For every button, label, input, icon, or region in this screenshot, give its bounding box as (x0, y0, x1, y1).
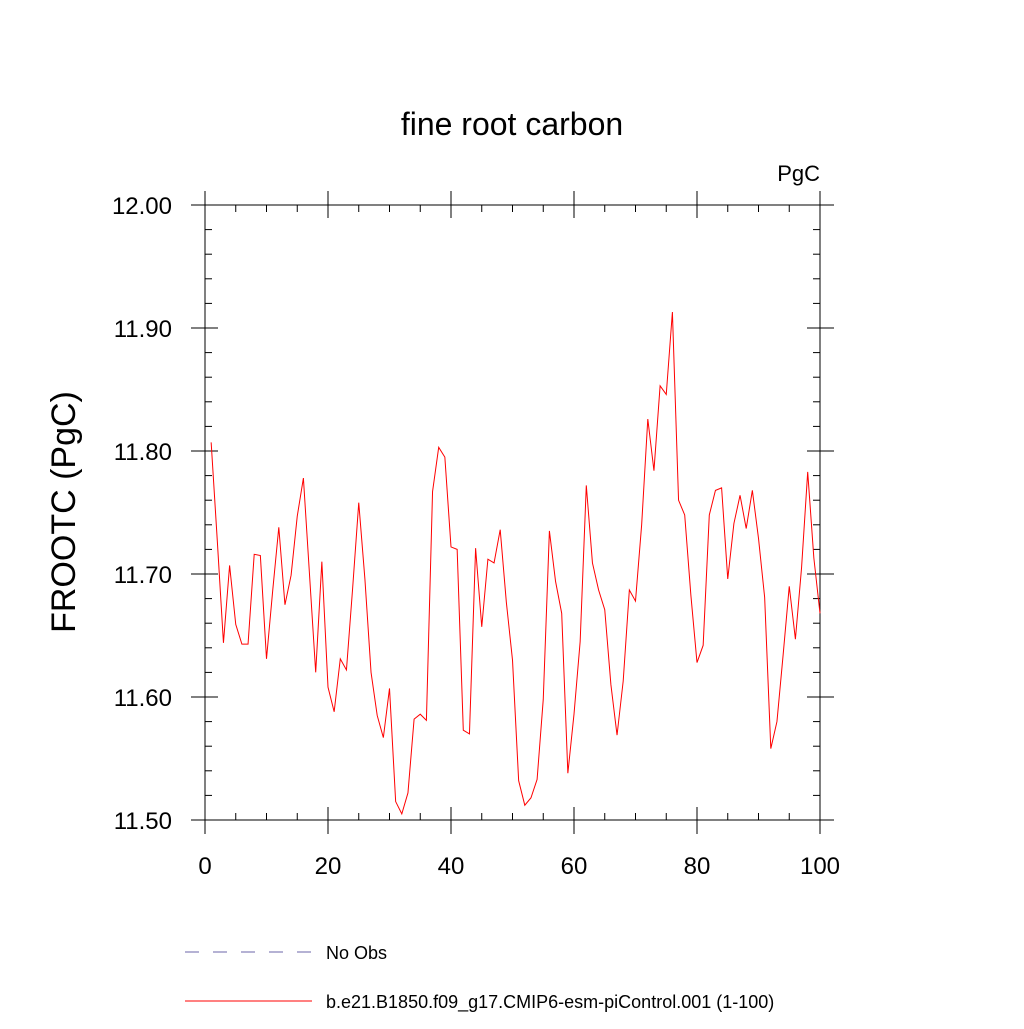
x-tick-label: 40 (438, 853, 465, 880)
chart-title: fine root carbon (401, 106, 623, 142)
x-tick-label: 60 (561, 853, 588, 880)
units-label: PgC (777, 161, 820, 186)
series-layer (210, 311, 821, 816)
y-tick-label: 12.00 (112, 193, 172, 220)
x-tick-label: 100 (800, 853, 840, 880)
legend-label-no-obs: No Obs (326, 943, 387, 963)
y-axis: 11.50 11.60 11.70 11.80 11.90 12.00 (112, 193, 834, 835)
plot-frame (204, 204, 821, 821)
y-tick-label: 11.90 (114, 316, 172, 343)
y-tick-label: 11.50 (114, 808, 172, 835)
legend: No Obs b.e21.B1850.f09_g17.CMIP6-esm-piC… (185, 943, 774, 1013)
x-tick-label: 0 (198, 853, 211, 880)
x-axis: 0 20 40 60 80 100 (198, 191, 840, 880)
y-tick-label: 11.80 (114, 439, 172, 466)
y-tick-label: 11.60 (114, 685, 172, 712)
x-tick-label: 80 (684, 853, 711, 880)
x-tick-label: 20 (315, 853, 342, 880)
y-tick-label: 11.70 (114, 562, 172, 589)
series-line-0 (210, 311, 821, 816)
y-axis-label: FROOTC (PgC) (45, 391, 83, 633)
legend-label-model: b.e21.B1850.f09_g17.CMIP6-esm-piControl.… (326, 992, 774, 1013)
